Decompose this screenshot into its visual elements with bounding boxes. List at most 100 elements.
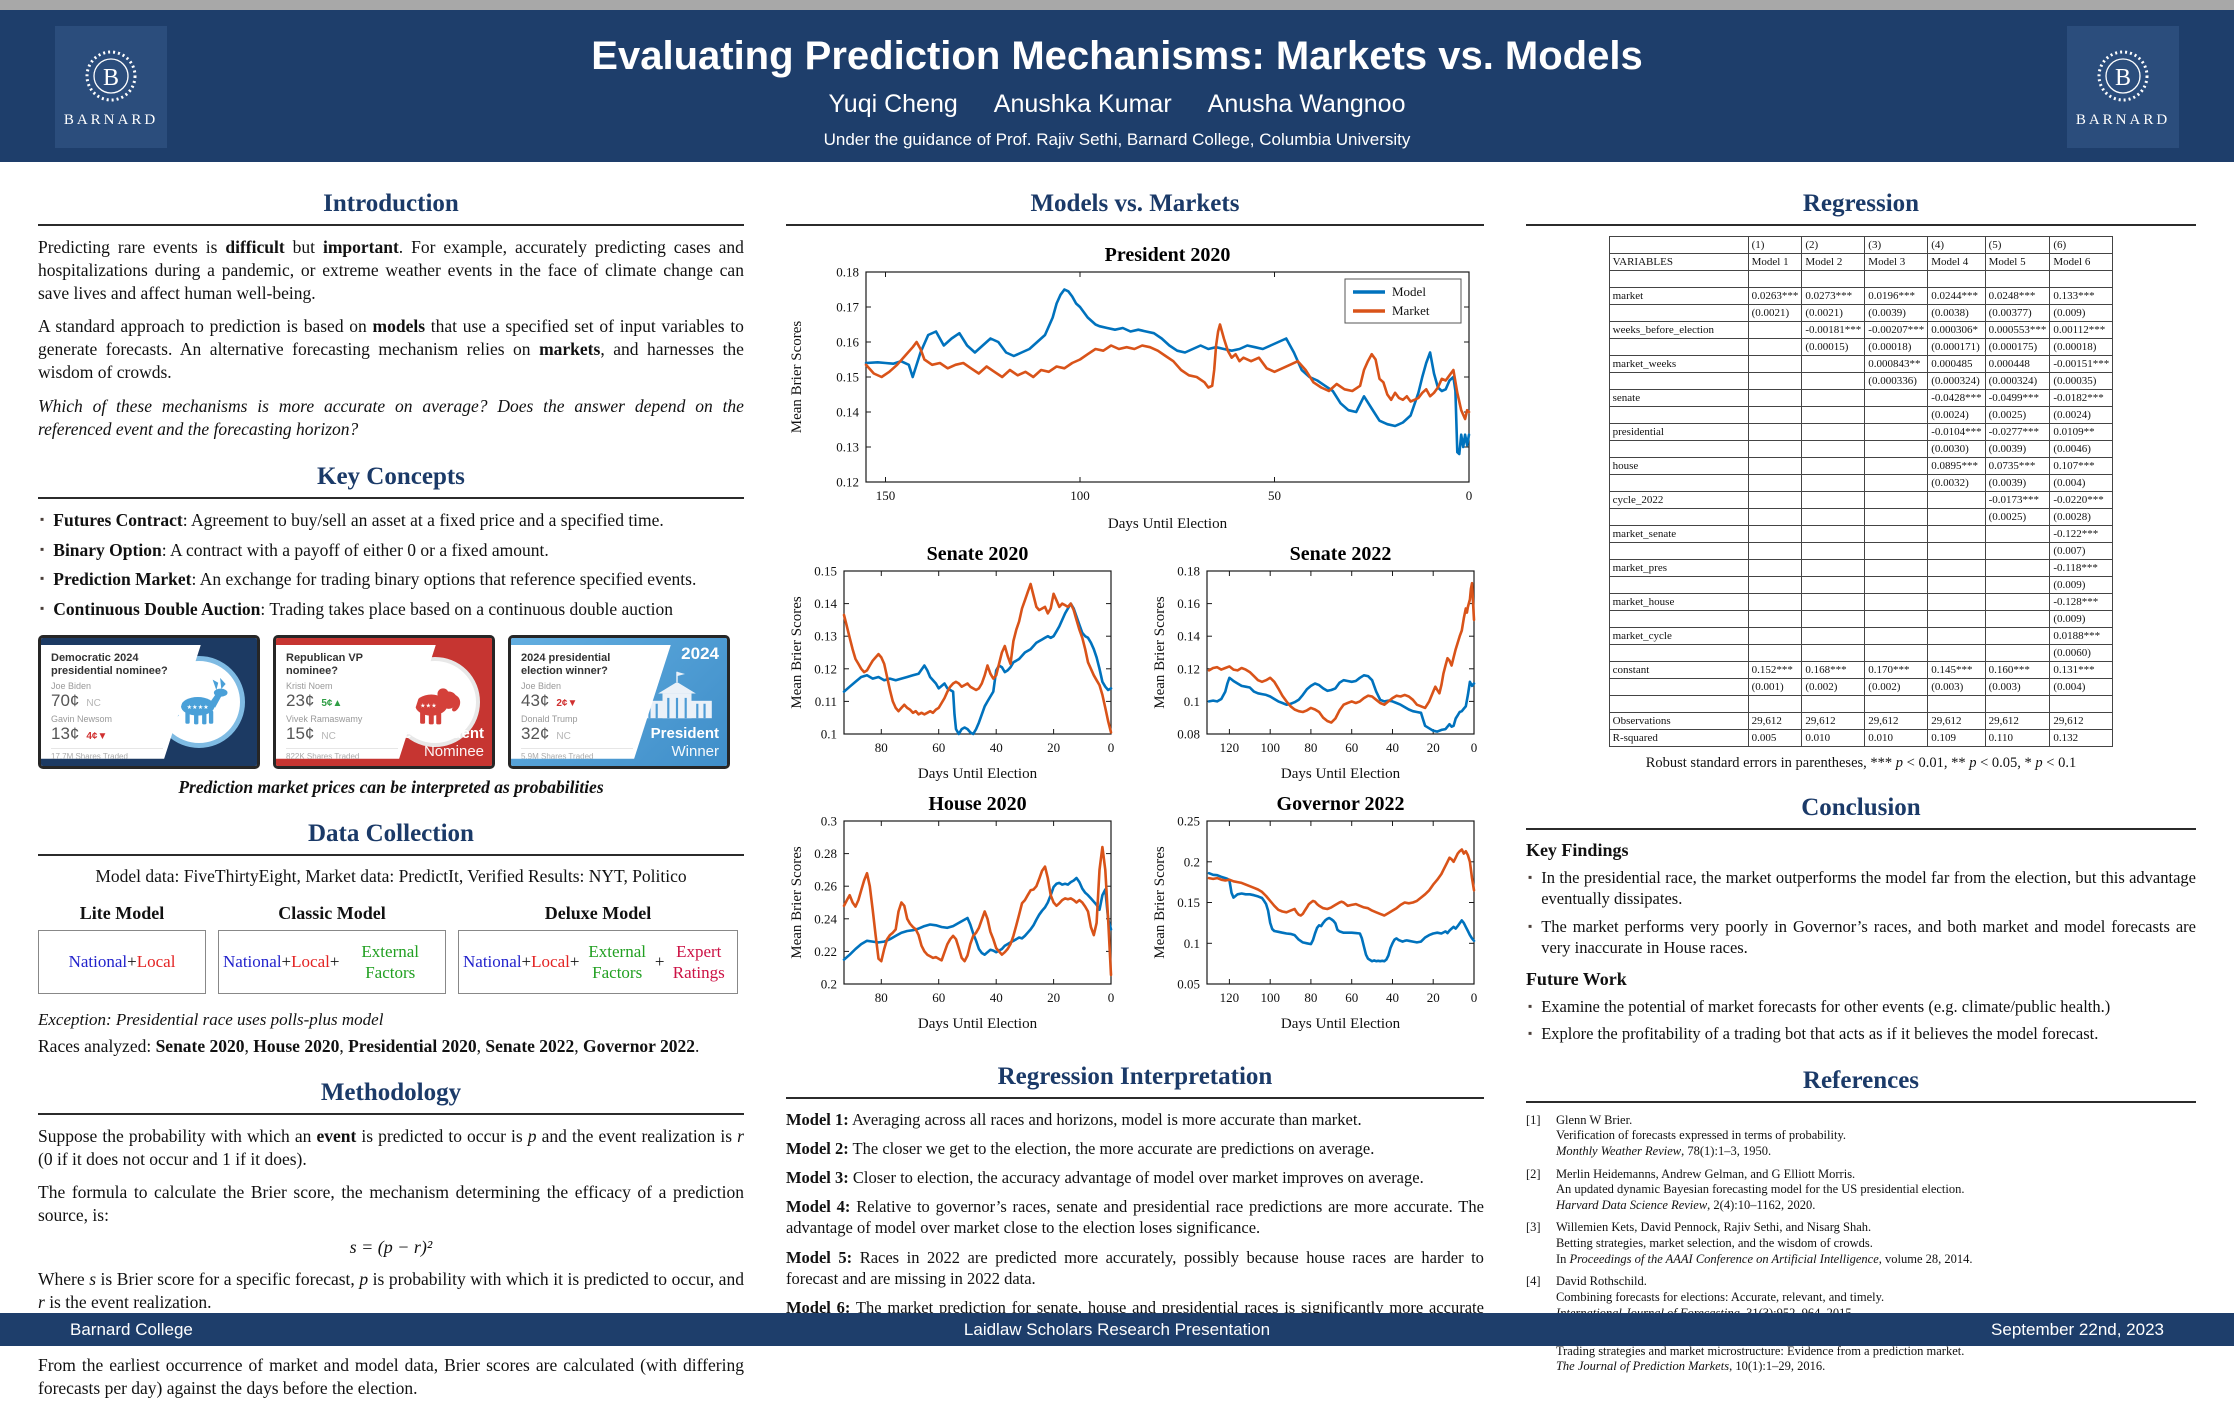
table-cell: (0.004) [2050, 475, 2113, 492]
table-cell [1609, 577, 1748, 594]
y-tick-label: 0.17 [836, 300, 859, 315]
y-tick-label: 0.22 [814, 944, 837, 959]
table-cell [1748, 577, 1802, 594]
bullet-icon: ▪ [40, 542, 44, 562]
key-concept-text: Futures Contract: Agreement to buy/sell … [53, 509, 664, 532]
table-cell [1985, 543, 2050, 560]
table-cell [1802, 543, 1865, 560]
poster-header: B BARNARD B BARNARD Evaluating Predictio… [0, 10, 2234, 162]
text-segment: , 2(4):10–1162, 2020. [1707, 1198, 1815, 1212]
table-cell: (3) [1865, 237, 1928, 254]
table-cell: (0.0021) [1748, 305, 1802, 322]
table-cell [1985, 526, 2050, 543]
table-cell [1609, 509, 1748, 526]
table-row: (0.007) [1609, 543, 2113, 560]
table-cell: 0.00112*** [2050, 322, 2113, 339]
interpretation-item: Model 3: Closer to election, the accurac… [786, 1167, 1484, 1188]
table-cell: (0.00018) [1865, 339, 1928, 356]
table-cell: Model 6 [2050, 254, 2113, 271]
key-finding-text: In the presidential race, the market out… [1541, 867, 2196, 910]
y-tick-label: 0.13 [836, 440, 859, 455]
table-cell: (0.0038) [1928, 305, 1985, 322]
table-cell [1802, 458, 1865, 475]
table-cell [2050, 271, 2113, 288]
text-segment: and the event realization is [537, 1126, 738, 1146]
table-cell: (0.000324) [1928, 373, 1985, 390]
table-cell [1609, 237, 1748, 254]
table-cell: (0.00015) [1802, 339, 1865, 356]
legend-label: Market [1392, 303, 1430, 318]
predictit-card-democratic-nominee: ★★★★ Democratic 2024 presidential nomine… [38, 635, 260, 769]
barnard-logo-right: B BARNARD [2067, 26, 2179, 148]
table-cell: (0.0025) [1985, 407, 2050, 424]
table-cell: (0.000324) [1985, 373, 2050, 390]
table-cell: 0.0244*** [1928, 288, 1985, 305]
text-segment: Which of these mechanisms is more accura… [38, 396, 744, 439]
table-cell [1865, 577, 1928, 594]
text-segment: Suppose the probability with which an [38, 1126, 316, 1146]
contract-price: 43¢ [521, 691, 549, 711]
data-sources-line: Model data: FiveThirtyEight, Market data… [38, 866, 744, 887]
table-cell: market_senate [1609, 526, 1748, 543]
y-tick-label: 0.15 [1177, 895, 1200, 910]
x-tick-label: 100 [1260, 990, 1280, 1005]
bullet-icon: ▪ [1528, 870, 1532, 910]
table-cell: (0.002) [1865, 679, 1928, 696]
table-cell [1865, 611, 1928, 628]
x-tick-label: 40 [1386, 990, 1399, 1005]
reference-line: Merlin Heidemanns, Andrew Gelman, and G … [1556, 1167, 1965, 1183]
future-work-text: Explore the profitability of a trading b… [1541, 1023, 2098, 1044]
y-tick-label: 0.12 [814, 661, 837, 676]
table-cell [1802, 594, 1865, 611]
section-rule [38, 1113, 744, 1115]
table-cell: 0.0735*** [1985, 458, 2050, 475]
table-cell: Model 1 [1748, 254, 1802, 271]
model-formula: National + Local + External Factors [218, 930, 446, 994]
text-segment: is probability with which it is predicte… [368, 1269, 744, 1289]
text-segment: is the event realization. [45, 1292, 212, 1312]
y-tick-label: 0.16 [836, 335, 859, 350]
table-cell: -0.0173*** [1985, 492, 2050, 509]
contract-price: 70¢ [51, 691, 79, 711]
barnard-crest-icon: B [2091, 46, 2155, 110]
table-cell [2050, 696, 2113, 713]
table-cell: 0.133*** [2050, 288, 2113, 305]
table-cell: (0.003) [1985, 679, 2050, 696]
chart-title: House 2020 [928, 793, 1026, 815]
table-cell [1802, 390, 1865, 407]
table-cell [1802, 492, 1865, 509]
text-segment: , [339, 1036, 348, 1056]
chart-svg: President 20200.120.130.140.150.160.170.… [786, 236, 1481, 536]
text-segment: House 2020 [253, 1036, 339, 1056]
card-year-badge: 2024 [681, 644, 719, 664]
price-change: NC [321, 731, 335, 742]
barnard-crest-icon: B [79, 46, 143, 110]
prediction-market-cards: ★★★★ Democratic 2024 presidential nomine… [38, 635, 744, 769]
table-cell [1928, 560, 1985, 577]
methodology-paragraph: The formula to calculate the Brier score… [38, 1181, 744, 1227]
interpretation-item: Model 2: The closer we get to the electi… [786, 1138, 1484, 1159]
text-segment: Expert Ratings [665, 941, 733, 984]
logo-letter: B [103, 65, 119, 91]
table-cell [1865, 560, 1928, 577]
table-cell: 29,612 [1985, 713, 2050, 730]
table-cell: Model 5 [1985, 254, 2050, 271]
table-cell: Observations [1609, 713, 1748, 730]
interpretation-item: Model 4: Relative to governor’s races, s… [786, 1196, 1484, 1238]
table-cell [1609, 543, 1748, 560]
table-cell: (0.0039) [1985, 475, 2050, 492]
text-segment: , 78(1):1–3, 1950. [1681, 1144, 1771, 1158]
reference-body: Glenn W Brier. Verification of forecasts… [1556, 1113, 1846, 1160]
predictit-card-vp-nominee: ★★★ Vice President Nominee Republican VP… [273, 635, 495, 769]
table-cell [1748, 560, 1802, 577]
reference-line: Betting strategies, market selection, an… [1556, 1236, 1973, 1252]
reference-line: An updated dynamic Bayesian forecasting … [1556, 1182, 1965, 1198]
table-cell [1748, 475, 1802, 492]
table-cell: -0.0277*** [1985, 424, 2050, 441]
x-tick-label: 0 [1466, 488, 1473, 503]
table-cell: (0.0060) [2050, 645, 2113, 662]
table-cell [1609, 696, 1748, 713]
table-cell [1802, 645, 1865, 662]
